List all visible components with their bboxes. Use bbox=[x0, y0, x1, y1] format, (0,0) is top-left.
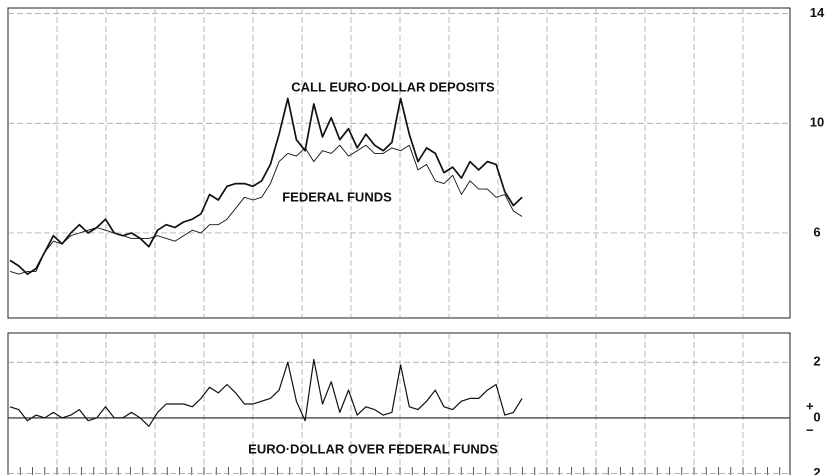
series-line bbox=[9, 97, 523, 275]
series-label: EURO·DOLLAR OVER FEDERAL FUNDS bbox=[248, 441, 498, 456]
plus-sign: + bbox=[806, 398, 814, 413]
y-tick-label: 0 bbox=[813, 409, 820, 424]
series-label: CALL EURO·DOLLAR DEPOSITS bbox=[291, 79, 495, 94]
top-panel-frame bbox=[7, 7, 791, 319]
bottom-panel-frame bbox=[7, 332, 791, 475]
y-tick-label: 6 bbox=[813, 224, 820, 239]
y-tick-label: 2 bbox=[813, 354, 820, 369]
minus-sign: − bbox=[806, 422, 814, 437]
series-line bbox=[9, 144, 523, 275]
y-tick-label: 14 bbox=[810, 5, 825, 20]
y-tick-label: 10 bbox=[810, 115, 824, 130]
series-label: FEDERAL FUNDS bbox=[282, 189, 392, 204]
series-line bbox=[9, 358, 523, 427]
y-tick-label: 2 bbox=[813, 465, 820, 475]
